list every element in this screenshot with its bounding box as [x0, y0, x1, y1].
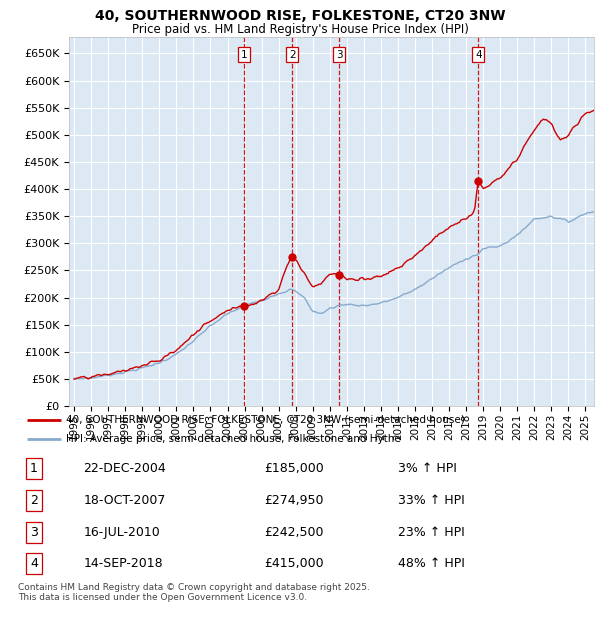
Text: Price paid vs. HM Land Registry's House Price Index (HPI): Price paid vs. HM Land Registry's House …: [131, 23, 469, 36]
Text: Contains HM Land Registry data © Crown copyright and database right 2025.
This d: Contains HM Land Registry data © Crown c…: [18, 583, 370, 602]
Text: 16-JUL-2010: 16-JUL-2010: [83, 526, 160, 539]
Text: 14-SEP-2018: 14-SEP-2018: [83, 557, 163, 570]
Text: 18-OCT-2007: 18-OCT-2007: [83, 494, 166, 507]
Text: £415,000: £415,000: [265, 557, 324, 570]
Text: 4: 4: [30, 557, 38, 570]
Text: £242,500: £242,500: [265, 526, 324, 539]
Text: £274,950: £274,950: [265, 494, 324, 507]
Text: 33% ↑ HPI: 33% ↑ HPI: [398, 494, 464, 507]
Text: 2: 2: [30, 494, 38, 507]
Text: £185,000: £185,000: [265, 462, 325, 475]
Text: 1: 1: [30, 462, 38, 475]
Text: 1: 1: [241, 50, 247, 60]
Text: 3: 3: [30, 526, 38, 539]
Text: 3: 3: [335, 50, 343, 60]
Text: HPI: Average price, semi-detached house, Folkestone and Hythe: HPI: Average price, semi-detached house,…: [66, 435, 401, 445]
Text: 2: 2: [289, 50, 295, 60]
Text: 40, SOUTHERNWOOD RISE, FOLKESTONE, CT20 3NW (semi-detached house): 40, SOUTHERNWOOD RISE, FOLKESTONE, CT20 …: [66, 415, 465, 425]
Text: 48% ↑ HPI: 48% ↑ HPI: [398, 557, 465, 570]
Text: 23% ↑ HPI: 23% ↑ HPI: [398, 526, 464, 539]
Text: 4: 4: [475, 50, 482, 60]
Text: 22-DEC-2004: 22-DEC-2004: [83, 462, 166, 475]
Text: 3% ↑ HPI: 3% ↑ HPI: [398, 462, 457, 475]
Text: 40, SOUTHERNWOOD RISE, FOLKESTONE, CT20 3NW: 40, SOUTHERNWOOD RISE, FOLKESTONE, CT20 …: [95, 9, 505, 24]
